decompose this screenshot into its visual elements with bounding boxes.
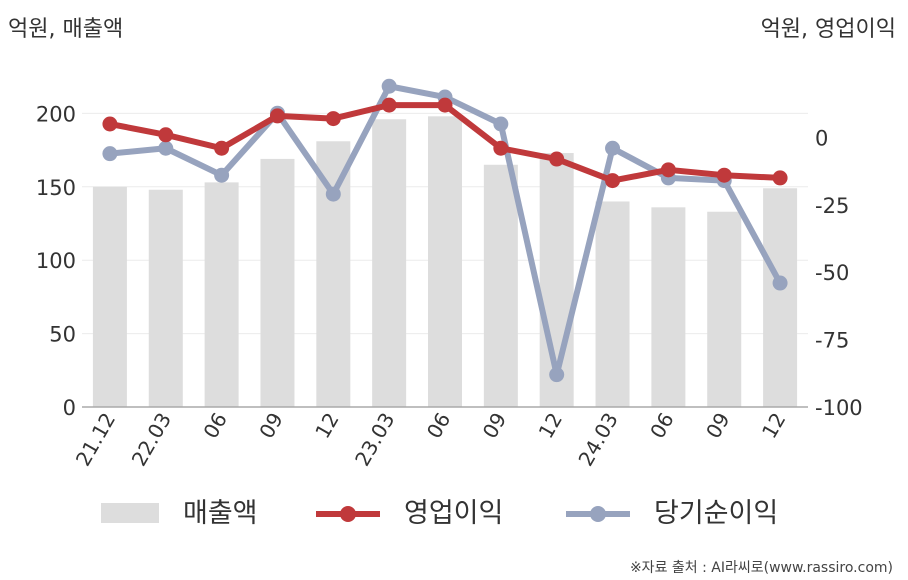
x-tick-label: 06 <box>422 409 456 443</box>
right-tick-label: 0 <box>815 126 828 150</box>
legend-label-revenue: 매출액 <box>183 498 258 529</box>
x-tick-label: 23.03 <box>350 409 399 471</box>
point-net-income <box>549 367 565 383</box>
point-net-income <box>772 275 788 291</box>
x-tick-label: 12 <box>310 409 344 443</box>
right-tick-label: -100 <box>815 396 863 420</box>
point-operating-profit <box>269 108 285 124</box>
point-net-income <box>381 78 397 94</box>
point-net-income <box>102 146 118 162</box>
x-tick-label: 09 <box>701 409 735 443</box>
point-operating-profit <box>660 162 676 178</box>
point-operating-profit <box>716 167 732 183</box>
left-axis-unit: 억원, 매출액 <box>8 17 123 42</box>
x-tick-label: 12 <box>534 409 568 443</box>
x-tick-label: 22.03 <box>127 409 176 471</box>
x-tick-label: 24.03 <box>573 409 622 471</box>
bar-revenue <box>763 188 798 407</box>
point-operating-profit <box>102 116 118 132</box>
bar-revenue <box>316 141 351 407</box>
bar-revenue <box>92 186 127 407</box>
x-tick-label: 09 <box>254 409 288 443</box>
left-tick-label: 200 <box>36 102 76 126</box>
right-tick-label: -50 <box>815 261 849 285</box>
bar-series-revenue <box>92 116 798 408</box>
source-text: ※자료 출처 : AI라씨로(www.rassiro.com) <box>630 560 893 576</box>
right-tick-label: -25 <box>815 194 849 218</box>
left-tick-label: 50 <box>49 323 76 347</box>
left-tick-label: 100 <box>36 249 76 273</box>
bar-revenue <box>372 119 407 408</box>
legend-label-operating-profit: 영업이익 <box>404 498 503 529</box>
line-series <box>102 78 788 383</box>
point-net-income <box>325 186 341 202</box>
right-axis-unit: 억원, 영업이익 <box>761 17 896 42</box>
bar-revenue <box>595 201 630 407</box>
point-net-income <box>605 140 621 156</box>
legend-label-net-income: 당기순이익 <box>654 498 778 529</box>
x-tick-label: 12 <box>757 409 791 443</box>
x-tick-label: 21.12 <box>71 409 120 471</box>
point-operating-profit <box>214 140 230 156</box>
point-operating-profit <box>381 97 397 113</box>
point-operating-profit <box>772 170 788 186</box>
bar-revenue <box>428 116 462 407</box>
point-net-income <box>214 167 230 183</box>
legend-swatch-revenue <box>101 503 159 523</box>
bar-revenue <box>260 158 295 407</box>
legend-swatch-operating-profit-dot <box>340 506 356 522</box>
x-tick-label: 09 <box>478 409 512 443</box>
legend-swatch-net-income-dot <box>590 506 606 522</box>
left-tick-label: 150 <box>36 176 76 200</box>
point-net-income <box>158 140 174 156</box>
bar-revenue <box>204 182 239 407</box>
x-axis-ticks: 21.12 22.03 06 09 12 23.03 06 09 12 24.03 06 09 12 <box>71 409 791 471</box>
bar-revenue <box>148 189 183 407</box>
bar-revenue <box>707 211 742 407</box>
point-operating-profit <box>325 111 341 127</box>
x-tick-label: 06 <box>645 409 679 443</box>
point-operating-profit <box>437 97 453 113</box>
bar-revenue <box>651 207 686 407</box>
point-operating-profit <box>493 140 509 156</box>
x-tick-label: 06 <box>198 409 232 443</box>
right-axis-ticks: -100 -75 -50 -25 0 <box>815 126 863 420</box>
left-axis-ticks: 0 50 100 150 200 <box>36 102 76 420</box>
legend: 매출액 영업이익 당기순이익 <box>101 498 778 529</box>
left-tick-label: 0 <box>63 396 76 420</box>
point-operating-profit <box>158 127 174 143</box>
point-operating-profit <box>549 151 565 167</box>
right-tick-label: -75 <box>815 329 849 353</box>
point-net-income <box>493 116 509 132</box>
bar-revenue <box>483 164 518 407</box>
point-operating-profit <box>605 173 621 189</box>
